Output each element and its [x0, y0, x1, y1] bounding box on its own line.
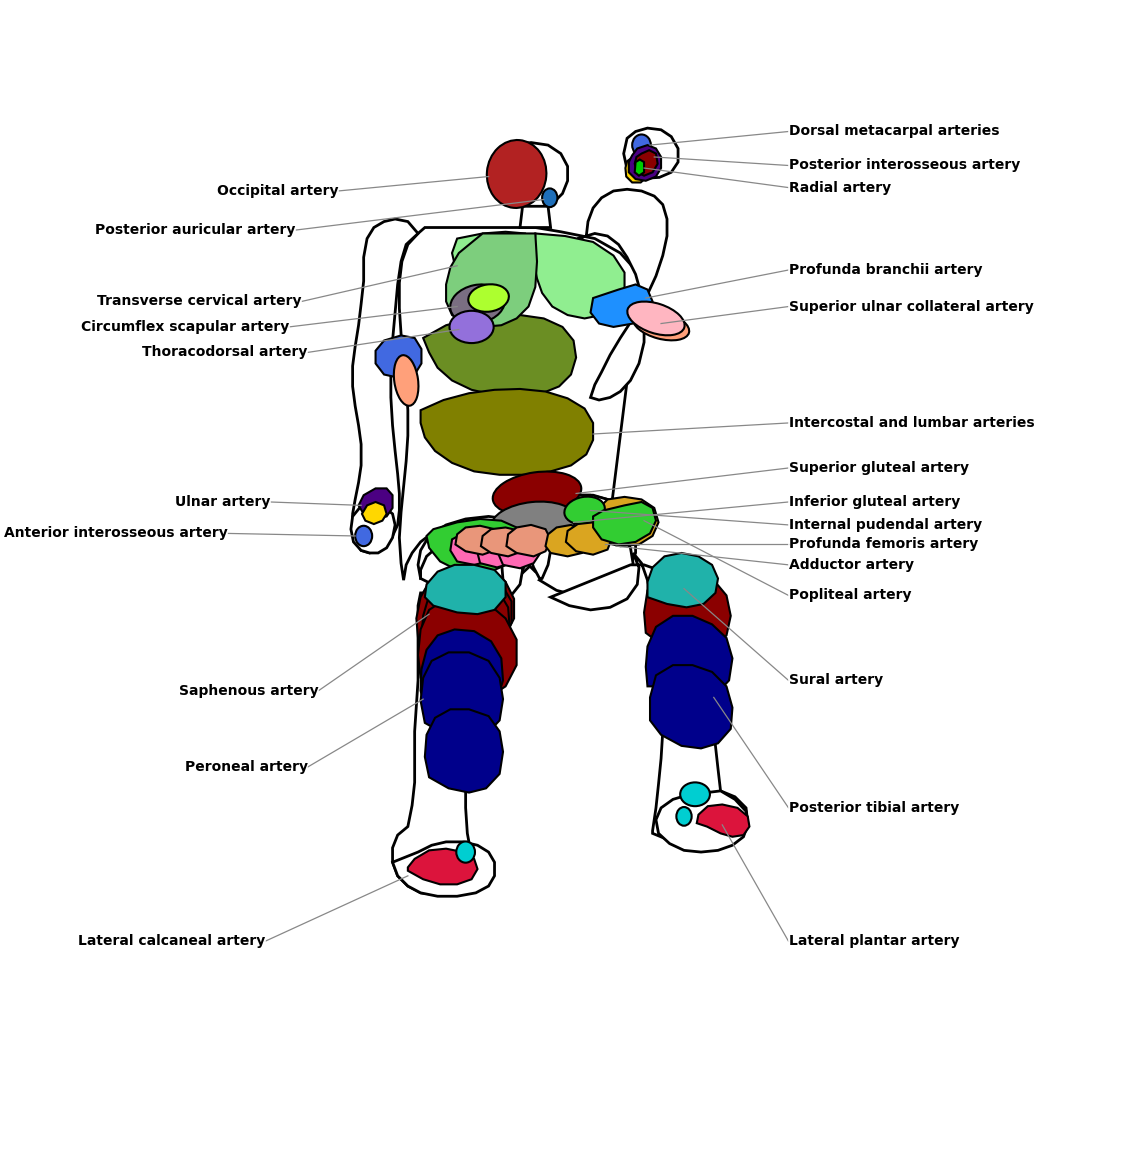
Polygon shape: [351, 504, 396, 553]
Text: Profunda branchii artery: Profunda branchii artery: [789, 263, 982, 277]
Text: Posterior interosseous artery: Posterior interosseous artery: [789, 158, 1020, 172]
Polygon shape: [421, 652, 503, 740]
Polygon shape: [418, 597, 516, 700]
Polygon shape: [421, 389, 593, 475]
Polygon shape: [697, 804, 749, 837]
Text: Occipital artery: Occipital artery: [217, 184, 339, 198]
Polygon shape: [418, 516, 534, 586]
Polygon shape: [359, 488, 392, 519]
Polygon shape: [578, 189, 667, 400]
Ellipse shape: [676, 808, 692, 826]
Ellipse shape: [469, 285, 508, 311]
Polygon shape: [498, 536, 540, 568]
Text: Peroneal artery: Peroneal artery: [185, 760, 308, 774]
Polygon shape: [392, 841, 495, 896]
Text: Lateral plantar artery: Lateral plantar artery: [789, 934, 959, 948]
Ellipse shape: [627, 302, 685, 336]
Text: Intercostal and lumbar arteries: Intercostal and lumbar arteries: [789, 416, 1034, 430]
Text: Profunda femoris artery: Profunda femoris artery: [789, 538, 978, 552]
Polygon shape: [425, 565, 505, 615]
Polygon shape: [478, 536, 519, 567]
Polygon shape: [626, 153, 650, 182]
Polygon shape: [648, 553, 718, 608]
Polygon shape: [453, 231, 527, 282]
Ellipse shape: [456, 841, 475, 862]
Polygon shape: [591, 285, 652, 327]
Polygon shape: [645, 616, 732, 701]
Ellipse shape: [633, 310, 690, 340]
Text: Posterior auricular artery: Posterior auricular artery: [96, 223, 295, 237]
Ellipse shape: [681, 782, 710, 806]
Text: Dorsal metacarpal arteries: Dorsal metacarpal arteries: [789, 124, 999, 138]
Ellipse shape: [356, 525, 372, 546]
Text: Posterior tibial artery: Posterior tibial artery: [789, 801, 959, 815]
Polygon shape: [422, 576, 510, 667]
Polygon shape: [392, 540, 522, 895]
Polygon shape: [446, 234, 537, 327]
Polygon shape: [522, 495, 627, 579]
Text: Superior ulnar collateral artery: Superior ulnar collateral artery: [789, 300, 1033, 314]
Text: Popliteal artery: Popliteal artery: [789, 588, 911, 602]
Text: Transverse cervical artery: Transverse cervical artery: [97, 294, 302, 308]
Ellipse shape: [393, 356, 418, 406]
Polygon shape: [629, 145, 661, 181]
Ellipse shape: [492, 472, 581, 516]
Ellipse shape: [544, 189, 556, 207]
Polygon shape: [418, 565, 514, 650]
Polygon shape: [506, 525, 551, 557]
Polygon shape: [375, 336, 422, 378]
Polygon shape: [656, 791, 748, 852]
Polygon shape: [456, 525, 499, 554]
Text: Sural artery: Sural artery: [789, 674, 882, 688]
Text: Inferior gluteal artery: Inferior gluteal artery: [789, 495, 960, 509]
Ellipse shape: [564, 496, 605, 524]
Ellipse shape: [450, 285, 505, 323]
Polygon shape: [593, 502, 656, 545]
Text: Saphenous artery: Saphenous artery: [179, 683, 319, 697]
Text: Superior gluteal artery: Superior gluteal artery: [789, 461, 969, 475]
Polygon shape: [529, 495, 636, 589]
Text: Circumflex scapular artery: Circumflex scapular artery: [81, 320, 288, 333]
Polygon shape: [565, 523, 612, 554]
Text: Anterior interosseous artery: Anterior interosseous artery: [3, 526, 228, 540]
Polygon shape: [421, 630, 503, 716]
Polygon shape: [595, 497, 659, 546]
Polygon shape: [481, 528, 526, 557]
Polygon shape: [363, 502, 386, 524]
Text: Internal pudendal artery: Internal pudendal artery: [789, 518, 982, 532]
Polygon shape: [416, 572, 512, 655]
Polygon shape: [624, 128, 678, 178]
Text: Lateral calcaneal artery: Lateral calcaneal artery: [78, 934, 266, 948]
Polygon shape: [520, 207, 551, 228]
Polygon shape: [644, 569, 731, 652]
Polygon shape: [426, 519, 522, 573]
Polygon shape: [546, 525, 588, 557]
Polygon shape: [352, 218, 418, 553]
Polygon shape: [499, 143, 568, 208]
Polygon shape: [551, 553, 748, 848]
Polygon shape: [421, 533, 526, 593]
Polygon shape: [650, 665, 732, 748]
Polygon shape: [408, 848, 478, 884]
Polygon shape: [534, 234, 625, 318]
Polygon shape: [423, 315, 576, 396]
Polygon shape: [635, 159, 644, 175]
Text: Adductor artery: Adductor artery: [789, 558, 913, 572]
Polygon shape: [539, 525, 633, 595]
Ellipse shape: [633, 135, 651, 156]
Text: Thoracodorsal artery: Thoracodorsal artery: [142, 345, 308, 359]
Ellipse shape: [491, 502, 576, 543]
Polygon shape: [635, 150, 658, 175]
Polygon shape: [399, 228, 642, 580]
Text: Ulnar artery: Ulnar artery: [174, 495, 270, 509]
Text: Radial artery: Radial artery: [789, 180, 890, 194]
Ellipse shape: [487, 141, 546, 208]
Polygon shape: [450, 533, 495, 565]
Ellipse shape: [543, 188, 557, 207]
Polygon shape: [425, 709, 503, 792]
Ellipse shape: [449, 310, 494, 343]
